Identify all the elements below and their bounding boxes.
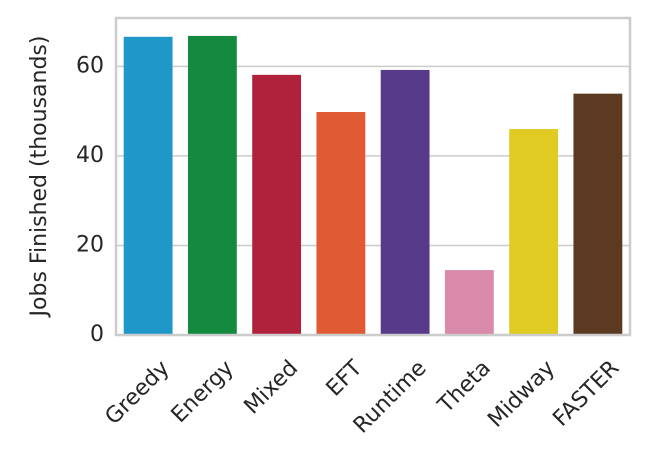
x-tick-label: Mixed	[240, 356, 304, 420]
y-tick-label: 40	[76, 143, 104, 168]
x-tick-label: Energy	[167, 356, 239, 428]
x-tick-label: EFT	[322, 355, 368, 401]
y-axis-label: Jobs Finished (thousands)	[27, 36, 52, 319]
bar	[187, 35, 237, 335]
y-tick-label: 20	[76, 232, 104, 257]
x-tick-label: Midway	[483, 356, 560, 433]
bar	[123, 36, 173, 335]
x-tick-label: Greedy	[101, 356, 175, 430]
y-tick-label: 0	[90, 322, 104, 347]
bar	[444, 270, 494, 335]
bar	[380, 69, 430, 335]
bars	[123, 35, 623, 336]
bar	[509, 129, 559, 335]
bar	[573, 93, 623, 335]
bar	[316, 112, 366, 335]
x-tick-label: Theta	[433, 356, 496, 419]
y-tick-label: 60	[76, 53, 104, 78]
bar	[252, 74, 302, 336]
plot-frame	[114, 16, 632, 337]
x-tick-label: FASTER	[549, 356, 625, 432]
